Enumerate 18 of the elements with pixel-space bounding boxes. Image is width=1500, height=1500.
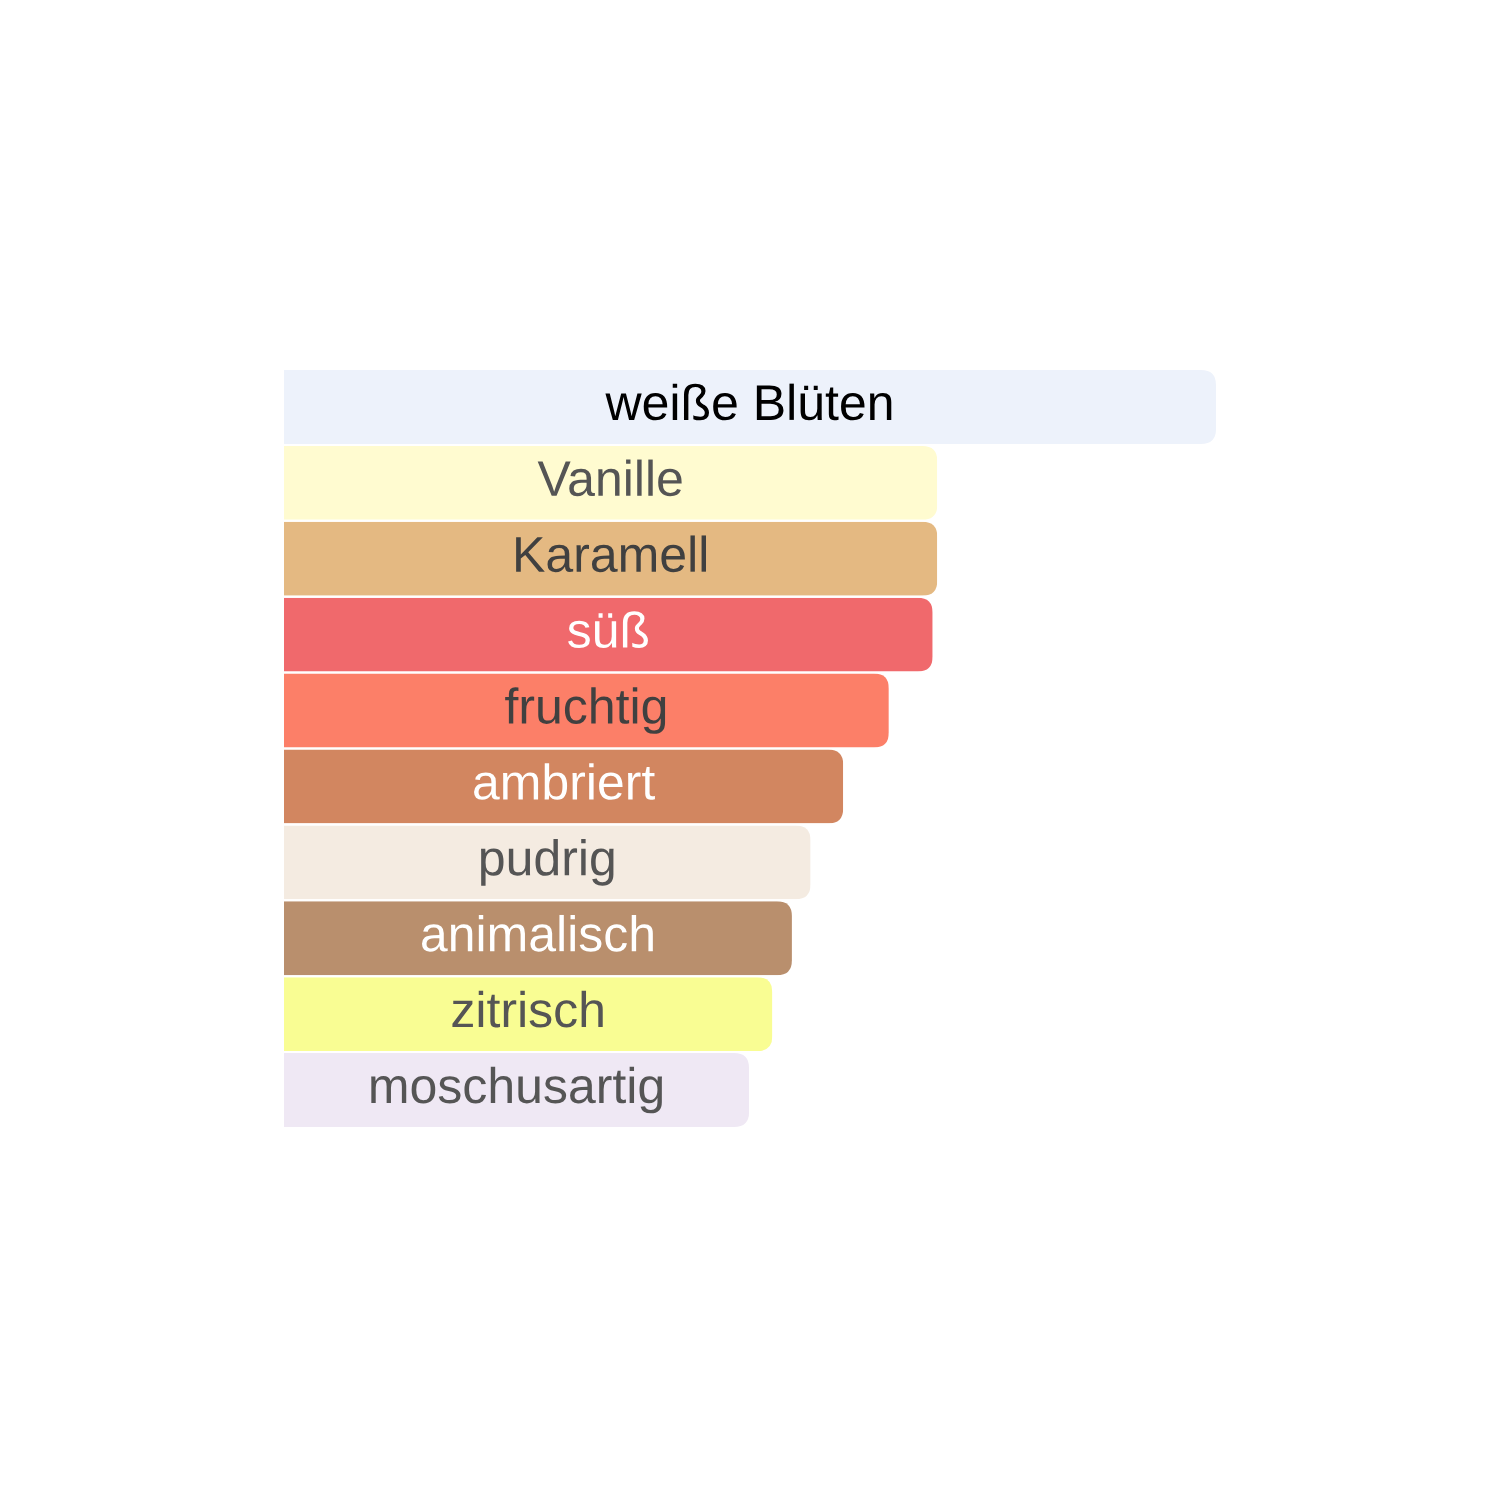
y-tick-label: Vanille (537, 459, 682, 497)
y-tick-label: ambriert (474, 763, 655, 800)
y-tick-label: süß (568, 611, 648, 649)
y-tick-label: weiße Blüten (605, 383, 892, 421)
bar (284, 673, 889, 748)
bar (284, 977, 773, 1052)
bar (284, 825, 811, 900)
bar (284, 597, 933, 672)
y-tick-label: Karamell (516, 535, 706, 573)
bar (284, 445, 938, 520)
y-tick-label: fruchtig (505, 687, 666, 734)
y-tick-label: moschusartig (371, 1066, 662, 1114)
bar (284, 521, 938, 596)
bar (284, 901, 792, 976)
y-tick-label: animalisch (422, 914, 653, 952)
y-tick-label: zitrisch (452, 990, 603, 1028)
y-tick-label: pudrig (481, 839, 614, 886)
bar (284, 749, 844, 824)
